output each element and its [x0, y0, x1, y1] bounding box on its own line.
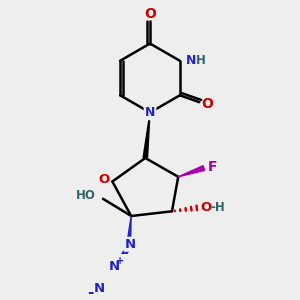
Text: H: H — [196, 54, 206, 67]
Text: O: O — [201, 201, 212, 214]
Polygon shape — [127, 216, 131, 244]
Text: -H: -H — [210, 201, 225, 214]
Text: N: N — [108, 260, 119, 273]
Text: O: O — [144, 7, 156, 21]
Polygon shape — [178, 166, 205, 177]
Text: O: O — [99, 173, 110, 186]
Text: N: N — [93, 282, 104, 295]
Text: N: N — [185, 54, 196, 67]
Text: HO: HO — [76, 189, 96, 202]
Text: +: + — [116, 256, 124, 266]
Text: O: O — [201, 97, 213, 111]
Text: N: N — [124, 238, 136, 251]
Text: F: F — [208, 160, 218, 174]
Polygon shape — [143, 112, 150, 158]
Text: N: N — [145, 106, 155, 119]
Text: -: - — [87, 285, 93, 300]
